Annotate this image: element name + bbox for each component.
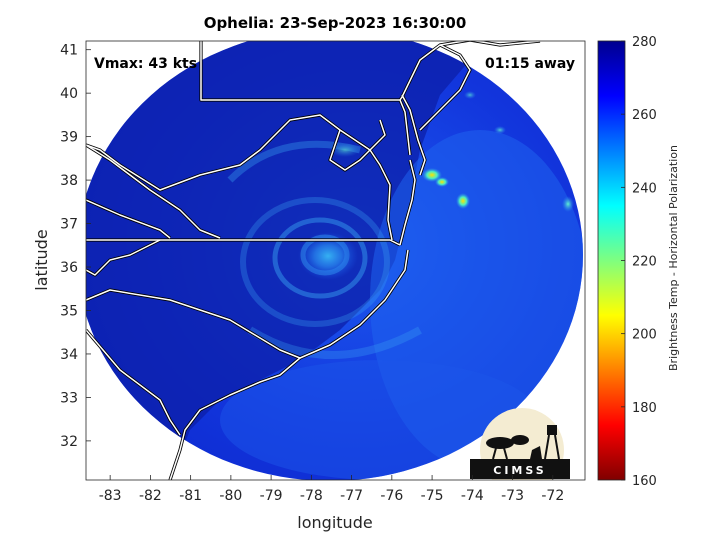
cimss-logo: CIMSS (470, 408, 570, 480)
colorbar-tick-label: 280 (632, 35, 657, 50)
colorbar-tick-label: 220 (632, 255, 657, 270)
y-tick-label: 38 (60, 173, 78, 189)
y-axis-ticks: 32 33 34 35 36 37 38 39 40 41 (60, 43, 91, 450)
colorbar-tick-label: 180 (632, 401, 657, 416)
x-tick-label: -72 (541, 488, 564, 504)
x-tick-label: -81 (179, 488, 202, 504)
y-tick-label: 32 (60, 434, 78, 450)
away-label: 01:15 away (485, 56, 575, 72)
colorbar-tick-label: 200 (632, 328, 657, 343)
x-tick-label: -75 (421, 488, 444, 504)
y-tick-label: 39 (60, 130, 78, 146)
cold-spot-5 (494, 126, 506, 134)
x-tick-label: -74 (461, 488, 484, 504)
colorbar-ticks: 160 180 200 220 240 260 280 (621, 35, 657, 489)
colorbar-tick-label: 260 (632, 108, 657, 123)
x-axis-ticks: -83 -82 -81 -80 -79 -78 -77 -76 -75 -74 -73 -72 (99, 475, 564, 504)
boundaries (86, 41, 541, 480)
y-axis-label: latitude (32, 229, 51, 290)
colorbar (597, 40, 626, 481)
colorbar-label: Brightness Temp - Horizontal Polarizatio… (667, 145, 680, 371)
cold-spot-3 (456, 193, 470, 209)
axes-box (85, 40, 586, 481)
y-tick-label: 33 (60, 390, 78, 406)
storm-eye (298, 232, 358, 280)
x-tick-label: -78 (300, 488, 323, 504)
x-tick-label: -82 (139, 488, 162, 504)
colorbar-tick-label: 160 (632, 474, 657, 489)
x-tick-label: -73 (501, 488, 524, 504)
swath-texture (86, 41, 583, 480)
y-tick-label: 34 (60, 347, 78, 363)
colorbar-tick-label: 240 (632, 181, 657, 196)
y-tick-label: 37 (60, 217, 78, 233)
x-tick-label: -79 (260, 488, 283, 504)
chart-title: Ophelia: 23-Sep-2023 16:30:00 (204, 14, 467, 32)
y-tick-label: 40 (60, 86, 78, 102)
y-tick-label: 36 (60, 260, 78, 276)
y-tick-label: 41 (60, 43, 78, 59)
cold-spot-4 (562, 196, 574, 212)
cold-spot-6 (464, 91, 476, 99)
x-tick-label: -77 (340, 488, 363, 504)
cold-spot-1 (422, 168, 442, 182)
logo-text: CIMSS (493, 464, 546, 477)
x-axis-label: longitude (297, 513, 372, 532)
bay-warm-spot (330, 143, 360, 157)
cold-spot-2 (435, 177, 449, 187)
vmax-label: Vmax: 43 kts (94, 56, 197, 72)
y-tick-label: 35 (60, 303, 78, 319)
map-layer: CIMSS (86, 41, 583, 480)
x-tick-label: -83 (99, 488, 122, 504)
x-tick-label: -76 (380, 488, 403, 504)
x-tick-label: -80 (219, 488, 242, 504)
